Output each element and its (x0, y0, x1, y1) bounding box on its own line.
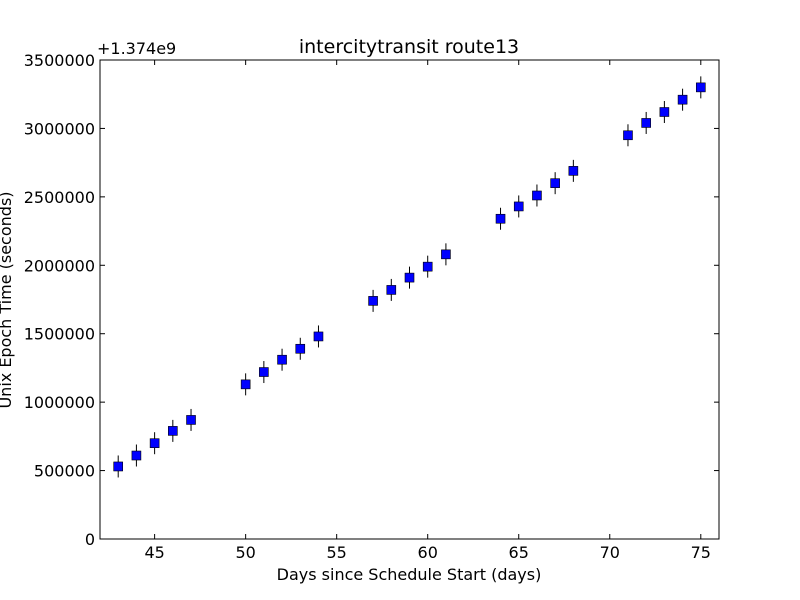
y-tick-label: 1000000 (24, 393, 95, 412)
x-tick-label: 65 (509, 543, 529, 562)
data-point (368, 289, 378, 312)
axes: 45 50 55 60 65 70 75 0 500000 1000000 1500000 20000… (24, 51, 720, 562)
data-point-marker (186, 415, 196, 425)
data-point-marker (495, 213, 506, 224)
data-point-marker (386, 285, 397, 295)
y-tick-label: 2500000 (24, 188, 95, 207)
data-point (131, 444, 142, 467)
x-tick-label: 45 (144, 543, 164, 562)
y-tick-label: 0 (85, 530, 95, 549)
data-point (422, 255, 433, 278)
data-point (623, 124, 633, 147)
data-point (513, 195, 524, 218)
y-tick-label: 2000000 (24, 256, 95, 275)
data-point-marker (240, 379, 251, 390)
data-points (113, 76, 706, 478)
y-axis-title: Unix Epoch Time (seconds) (0, 191, 15, 408)
data-point-marker (277, 354, 287, 365)
data-point-marker (149, 438, 160, 449)
y-tick-label: 3500000 (24, 51, 95, 70)
data-point (659, 101, 670, 124)
plot-frame (99, 59, 720, 540)
data-point-marker (550, 178, 560, 188)
data-point (386, 278, 397, 301)
data-point (695, 76, 706, 99)
data-point (259, 361, 269, 384)
data-point (277, 348, 287, 371)
x-axis-title: Days since Schedule Start (days) (277, 565, 542, 584)
data-point-marker (404, 272, 415, 283)
y-tick-label: 500000 (34, 462, 95, 481)
x-tick-label: 70 (600, 543, 620, 562)
data-point-marker (513, 201, 524, 212)
y-offset-label: +1.374e9 (97, 39, 176, 58)
data-point-marker (641, 118, 651, 128)
x-tick-label: 55 (326, 543, 346, 562)
data-point (677, 88, 688, 111)
data-point (532, 184, 542, 207)
data-point-marker (168, 426, 178, 436)
data-point-marker (368, 296, 378, 306)
data-point (313, 325, 324, 348)
data-point (641, 111, 651, 134)
data-point (568, 159, 579, 182)
data-point-marker (568, 166, 579, 176)
data-point (550, 172, 560, 195)
data-point (113, 455, 124, 478)
data-point (441, 243, 451, 266)
data-point (168, 419, 178, 442)
data-point-marker (313, 331, 324, 342)
x-tick-label: 50 (235, 543, 255, 562)
data-point (240, 373, 251, 396)
chart-title: intercitytransit route13 (299, 36, 519, 58)
data-point-marker (623, 130, 633, 141)
data-point-marker (131, 450, 142, 461)
data-point-marker (677, 94, 688, 105)
data-point (404, 266, 415, 289)
y-tick-label: 3000000 (24, 119, 95, 138)
data-point (186, 408, 196, 431)
x-tick-label: 60 (418, 543, 438, 562)
data-point-marker (113, 461, 124, 472)
data-point (495, 207, 506, 230)
x-tick-label: 75 (691, 543, 711, 562)
data-point-marker (295, 343, 306, 354)
data-point-marker (695, 82, 706, 93)
data-point (295, 337, 306, 360)
y-tick-label: 1500000 (24, 325, 95, 344)
data-point-marker (532, 190, 542, 201)
data-point-marker (422, 261, 433, 272)
data-point-marker (441, 249, 451, 260)
data-point-marker (659, 107, 670, 117)
data-point (149, 432, 160, 455)
data-point-marker (259, 367, 269, 377)
